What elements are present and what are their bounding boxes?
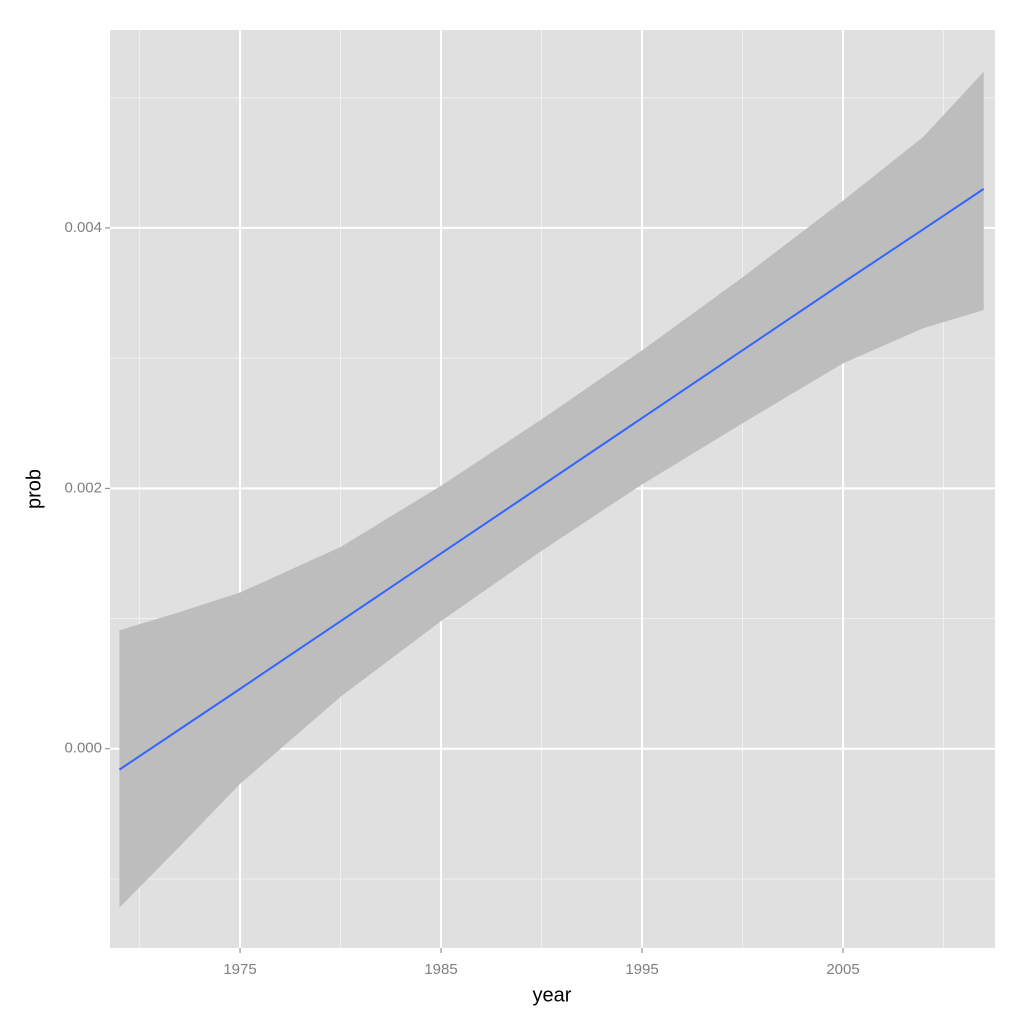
y-tick-label: 0.002 (64, 479, 102, 496)
y-tick-label: 0.000 (64, 740, 102, 757)
x-tick-label: 1985 (424, 961, 457, 978)
confidence-band (119, 71, 984, 908)
x-tick-label: 2005 (826, 961, 859, 978)
y-tick-label: 0.004 (64, 219, 102, 236)
x-tick-label: 1975 (223, 961, 256, 978)
y-axis-title: prob (23, 469, 45, 509)
fit-line (118, 188, 985, 771)
x-tick-label: 1995 (625, 961, 658, 978)
x-axis-title: year (533, 984, 572, 1006)
